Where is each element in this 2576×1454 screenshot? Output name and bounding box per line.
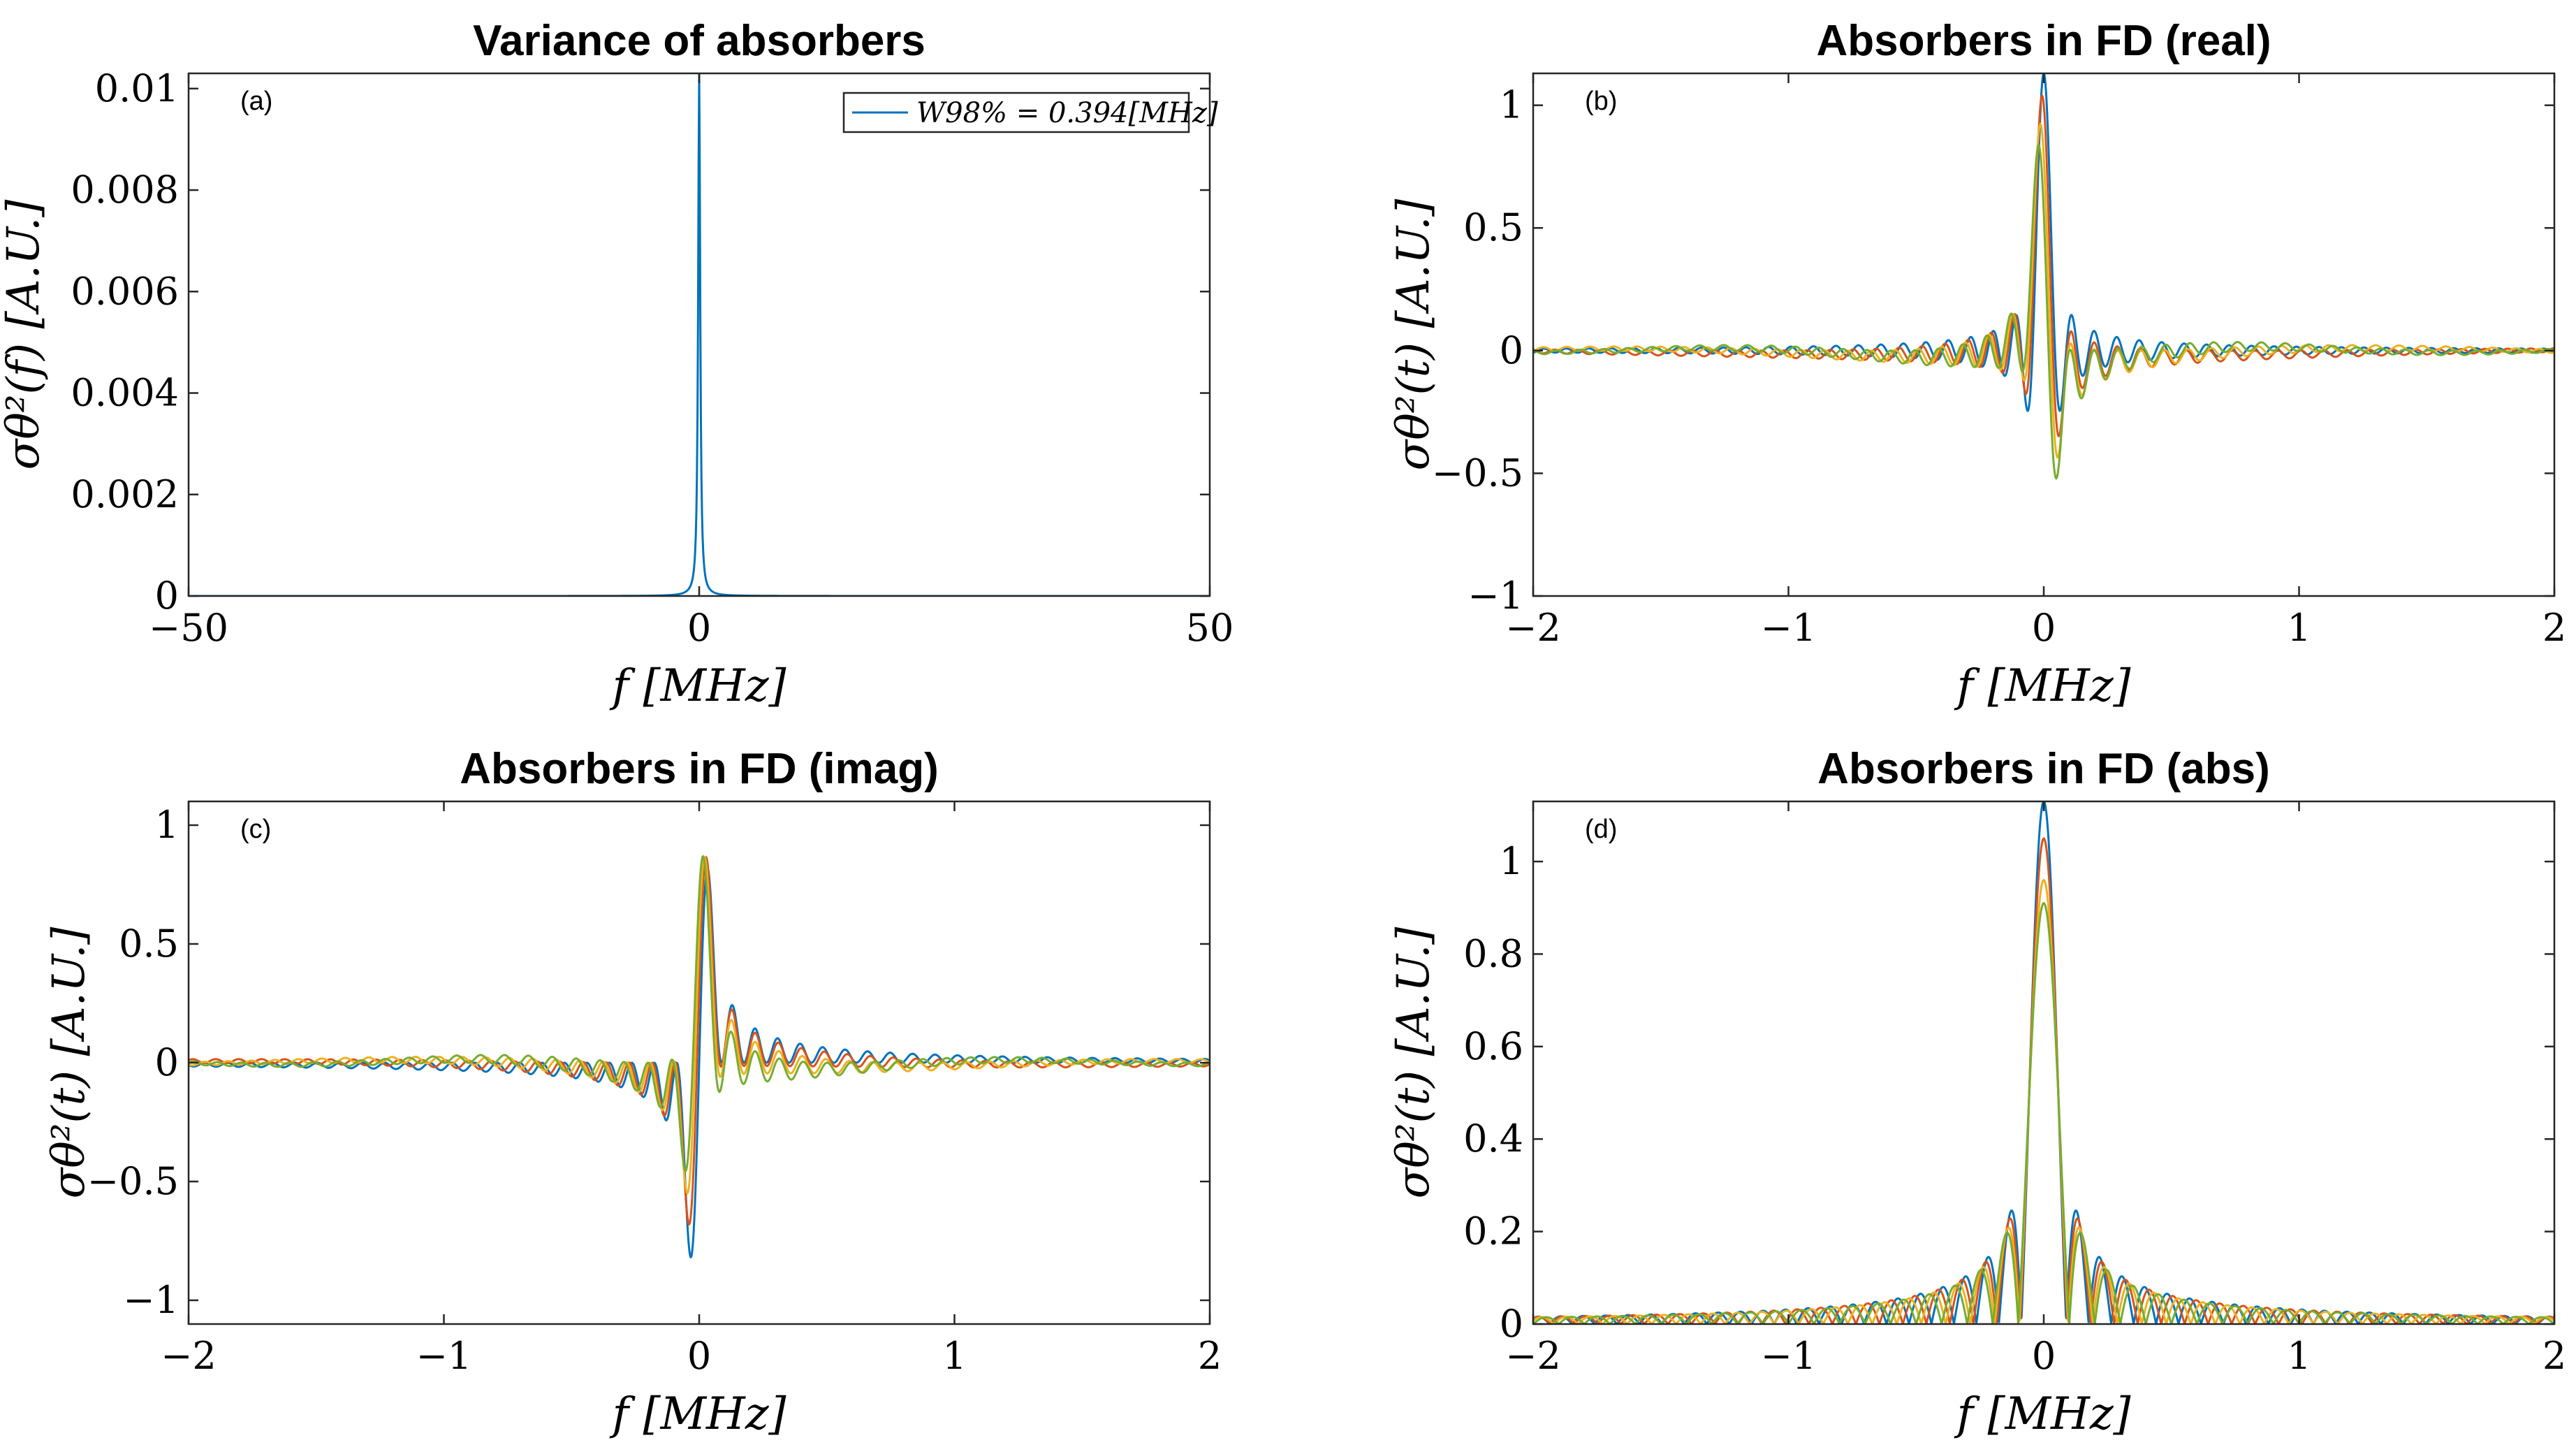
y-tick-label-d-4: 0.8	[1463, 931, 1523, 975]
y-tick-label-c-3: 0.5	[119, 922, 179, 966]
chart-title-c: Absorbers in FD (imag)	[460, 745, 939, 793]
y-tick-label-c-2: 0	[155, 1040, 179, 1084]
y-tick-label-d-3: 0.6	[1463, 1024, 1523, 1068]
y-axis-label-d: σθ²(t) [A.U.]	[1388, 926, 1440, 1199]
series-line-d-4	[1533, 901, 2554, 1324]
y-axis-label-b: σθ²(t) [A.U.]	[1388, 198, 1440, 471]
chart-d: −2 −1 0 1 2 0 0.2 0.4 0.6 0.8 1 Absorbers in FD (ab…	[1388, 745, 2566, 1440]
y-tick-label-d-1: 0.2	[1463, 1209, 1523, 1253]
x-tick-label-d-0: −2	[1505, 1334, 1561, 1378]
y-tick-label-b-2: 0	[1500, 328, 1523, 372]
series-line-c-4	[189, 855, 1210, 1173]
x-axis-label-a: f [MHz]	[609, 660, 786, 712]
y-tick-label-a-2: 0.004	[71, 371, 179, 415]
y-tick-label-c-4: 1	[155, 803, 179, 847]
y-axis-label-c: σθ²(t) [A.U.]	[43, 926, 95, 1199]
x-tick-label-a-2: 50	[1186, 606, 1234, 650]
series-line-c-3	[189, 856, 1210, 1195]
panel-label-a: (a)	[240, 87, 272, 116]
y-tick-label-c-1: −0.5	[87, 1159, 179, 1203]
x-tick-label-c-2: 0	[687, 1334, 711, 1378]
panel-label-b: (b)	[1585, 87, 1617, 116]
panel-label-c: (c)	[240, 815, 271, 844]
x-tick-label-b-3: 1	[2287, 606, 2311, 650]
y-tick-label-b-1: −0.5	[1432, 451, 1523, 495]
y-tick-label-c-0: −1	[123, 1278, 179, 1322]
x-axis-label-b: f [MHz]	[1954, 660, 2131, 712]
y-tick-label-d-2: 0.4	[1463, 1117, 1523, 1161]
x-tick-label-c-1: −1	[416, 1334, 472, 1378]
x-tick-label-c-3: 1	[942, 1334, 966, 1378]
y-tick-label-b-4: 1	[1500, 83, 1523, 127]
y-tick-label-d-5: 1	[1500, 839, 1523, 883]
y-tick-label-a-0: 0	[155, 574, 179, 618]
series-line-b-2	[1533, 93, 2554, 437]
series-line-d-3	[1533, 878, 2554, 1324]
x-tick-label-b-4: 2	[2542, 606, 2566, 650]
x-axis-label-c: f [MHz]	[609, 1388, 786, 1440]
chart-title-d: Absorbers in FD (abs)	[1817, 745, 2270, 793]
x-tick-label-c-0: −2	[161, 1334, 217, 1378]
y-tick-label-b-3: 0.5	[1463, 205, 1523, 249]
x-tick-label-a-0: −50	[149, 606, 228, 650]
y-tick-label-a-3: 0.006	[71, 269, 179, 313]
y-tick-label-b-0: −1	[1468, 574, 1523, 618]
chart-title-a: Variance of absorbers	[473, 17, 925, 65]
y-tick-label-d-0: 0	[1500, 1302, 1523, 1346]
series-group-b	[1533, 73, 2554, 481]
x-tick-label-b-2: 0	[2032, 606, 2056, 650]
x-tick-label-b-0: −2	[1505, 606, 1561, 650]
y-tick-label-a-1: 0.002	[71, 472, 179, 516]
chart-title-b: Absorbers in FD (real)	[1816, 17, 2271, 65]
y-tick-label-a-4: 0.008	[71, 168, 179, 212]
legend-label: W98% = 0.394[MHz]	[916, 97, 1218, 129]
x-tick-label-d-4: 2	[2542, 1334, 2566, 1378]
series-group-c	[189, 855, 1210, 1259]
x-tick-label-d-1: −1	[1761, 1334, 1817, 1378]
series-line-b-4	[1533, 143, 2554, 481]
x-tick-label-d-3: 1	[2287, 1334, 2311, 1378]
y-axis-label-a: σθ²(f) [A.U.]	[0, 199, 50, 470]
x-tick-label-d-2: 0	[2032, 1334, 2056, 1378]
chart-c: −2 −1 0 1 2 −1 −0.5 0 0.5 1 Absorbers in FD (imag)…	[43, 745, 1222, 1440]
chart-a: −50 0 5000.0020.0040.0060.0080.01Variance …	[0, 17, 1234, 712]
x-tick-label-a-1: 0	[687, 606, 711, 650]
series-line-d-2	[1533, 837, 2554, 1324]
panel-label-d: (d)	[1585, 815, 1617, 844]
x-tick-label-c-4: 2	[1198, 1334, 1222, 1378]
y-tick-label-a-5: 0.01	[95, 66, 179, 110]
x-tick-label-b-1: −1	[1761, 606, 1817, 650]
series-group-d	[1533, 801, 2554, 1324]
x-axis-label-d: f [MHz]	[1954, 1388, 2131, 1440]
